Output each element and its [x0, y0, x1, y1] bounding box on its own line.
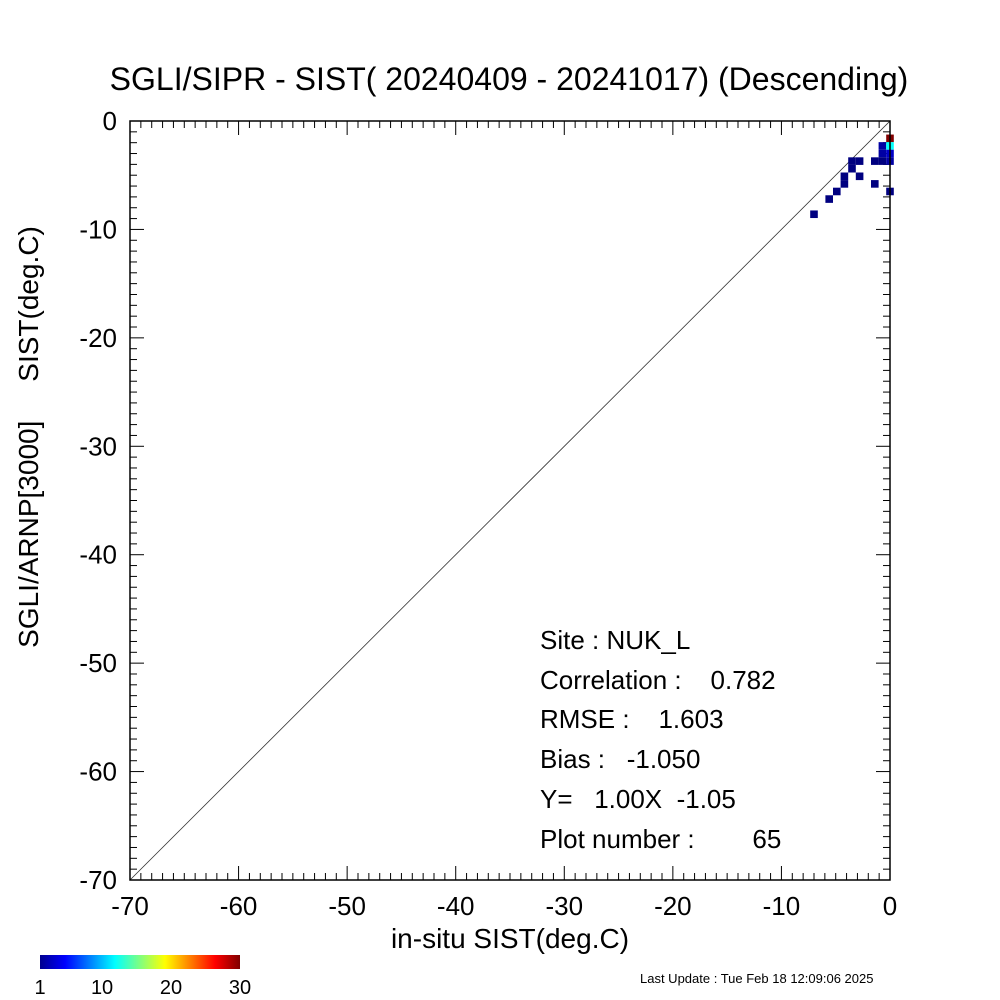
y-tick-label: 0: [103, 106, 117, 136]
x-tick-label: -60: [220, 891, 258, 921]
density-cell: [840, 172, 849, 181]
stat-bias: Bias : -1.050: [540, 744, 700, 774]
density-cell: [833, 187, 841, 196]
density-cell: [855, 157, 864, 165]
x-tick-label: -70: [111, 891, 149, 921]
colorbar-gradient: [40, 955, 240, 969]
colorbar-tick-label: 20: [160, 977, 182, 999]
stat-site: Site : NUK_L: [540, 625, 690, 655]
tick-labels: -70 -60 -50 -40 -30 -20 -10 0 0 -10 -20 -30 -40 -50 -6…: [79, 106, 897, 921]
density-cell: [878, 149, 887, 158]
x-tick-label: -40: [437, 891, 475, 921]
one-to-one-line: [129, 120, 891, 881]
density-cell: [878, 142, 887, 150]
stat-regression: Y= 1.00X -1.05: [540, 784, 736, 814]
data-points: [810, 134, 894, 219]
stat-plot-number: Plot number : 65: [540, 824, 781, 854]
stats-panel: Site : NUK_L Correlation : 0.782 RMSE : …: [540, 625, 781, 854]
colorbar-tick-label: 1: [34, 977, 45, 999]
density-cell: [840, 180, 849, 188]
x-tick-label: -10: [763, 891, 801, 921]
reference-line-layer: [129, 120, 891, 881]
density-cell: [810, 210, 818, 219]
x-tick-label: -50: [328, 891, 366, 921]
colorbar-tick-label: 30: [229, 977, 251, 999]
y-tick-label: -20: [79, 323, 117, 353]
density-cell: [855, 172, 864, 181]
density-cell: [878, 157, 887, 165]
colorbar-tick-labels: 1 10 20 30: [34, 977, 251, 999]
x-tick-label: 0: [883, 891, 897, 921]
density-cell: [825, 195, 833, 203]
y-axis-title: SGLI/ARNP[3000] SIST(deg.C): [13, 226, 44, 648]
stat-rmse: RMSE : 1.603: [540, 704, 724, 734]
x-axis-title: in-situ SIST(deg.C): [391, 923, 629, 954]
density-cell: [848, 157, 856, 165]
y-tick-label: -40: [79, 540, 117, 570]
y-tick-label: -30: [79, 431, 117, 461]
density-cell: [871, 157, 879, 165]
x-tick-label: -30: [545, 891, 583, 921]
plot-frame: [129, 120, 891, 881]
y-tick-label: -10: [79, 214, 117, 244]
colorbar-tick-label: 10: [91, 977, 113, 999]
colorbar: 1 10 20 30: [34, 955, 251, 999]
density-cell: [848, 164, 856, 173]
stat-correlation: Correlation : 0.782: [540, 665, 776, 695]
y-tick-label: -50: [79, 648, 117, 678]
y-tick-label: -70: [79, 865, 117, 895]
density-cell: [871, 180, 879, 188]
y-tick-label: -60: [79, 757, 117, 787]
chart-title: SGLI/SIPR - SIST( 20240409 - 20241017) (…: [110, 61, 909, 97]
x-tick-label: -20: [654, 891, 692, 921]
last-update-text: Last Update : Tue Feb 18 12:09:06 2025: [640, 971, 873, 986]
